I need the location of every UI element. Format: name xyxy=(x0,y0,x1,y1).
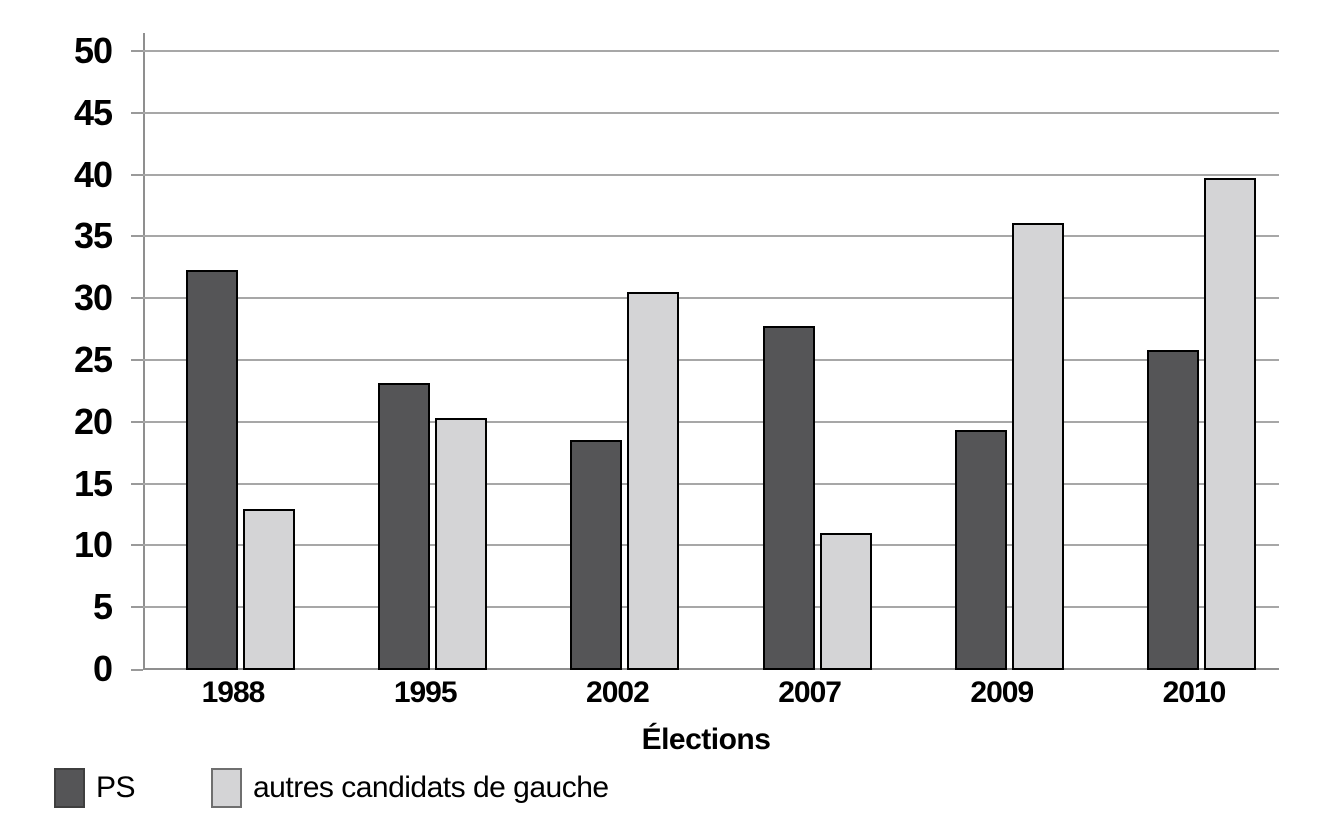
legend-item-ps: PS xyxy=(54,768,136,808)
bar-autres-2010 xyxy=(1204,178,1256,670)
plot-area: 0 5 10 15 20 25 30 35 40 45 50 1988 1995 2002 2007 2009… xyxy=(74,33,1279,709)
y-axis-label-40: 40 xyxy=(73,153,113,195)
x-axis-title: Élections xyxy=(641,723,771,756)
legend-label-autres: autres candidats de gauche xyxy=(253,771,609,804)
gridline-40 xyxy=(143,173,1279,176)
y-axis-label-0: 0 xyxy=(92,648,113,689)
y-axis-line xyxy=(143,33,145,670)
bar-ps-1988 xyxy=(186,270,238,670)
gridline-15 xyxy=(143,482,1279,485)
bar-ps-2007 xyxy=(762,326,815,670)
x-axis-label-1988: 1988 xyxy=(201,676,266,709)
y-axis-label-30: 30 xyxy=(73,277,113,319)
x-axis-label-2010: 2010 xyxy=(1162,676,1227,709)
bar-autres-2002 xyxy=(627,292,680,670)
y-tick-10 xyxy=(131,544,143,547)
x-axis-line xyxy=(143,668,1279,670)
x-axis-label-2007: 2007 xyxy=(778,676,842,709)
bar-autres-1995 xyxy=(435,418,488,670)
y-tick-35 xyxy=(131,235,143,238)
y-tick-40 xyxy=(131,173,143,176)
legend-label-ps: PS xyxy=(96,771,136,804)
gridline-20 xyxy=(143,420,1279,423)
y-tick-25 xyxy=(131,359,143,361)
y-axis-label-25: 25 xyxy=(73,339,113,380)
x-axis-label-2002: 2002 xyxy=(586,676,650,709)
bar-ps-2009 xyxy=(954,430,1007,670)
y-tick-20 xyxy=(131,420,143,423)
y-tick-50 xyxy=(131,50,143,52)
y-axis-label-50: 50 xyxy=(73,30,113,71)
bar-autres-1988 xyxy=(243,509,295,670)
y-axis-label-45: 45 xyxy=(73,91,113,133)
y-axis-label-5: 5 xyxy=(92,586,113,628)
gridline-45 xyxy=(143,111,1279,114)
bar-autres-2007 xyxy=(819,533,872,670)
y-axis-label-15: 15 xyxy=(73,462,113,504)
bar-autres-2009 xyxy=(1011,223,1064,670)
y-tick-45 xyxy=(131,111,143,114)
y-axis-label-20: 20 xyxy=(73,400,113,442)
y-axis-label-10: 10 xyxy=(73,524,113,566)
y-tick-15 xyxy=(131,482,143,485)
gridline-50 xyxy=(143,50,1279,52)
bar-ps-2010 xyxy=(1147,350,1199,670)
y-tick-0 xyxy=(131,669,143,671)
legend-item-autres: autres candidats de gauche xyxy=(211,768,609,808)
gridline-25 xyxy=(143,359,1279,361)
gridline-10 xyxy=(143,544,1279,547)
y-tick-30 xyxy=(131,297,143,300)
x-axis-label-1995: 1995 xyxy=(393,676,458,709)
gridline-5 xyxy=(143,606,1279,609)
legend-swatch-ps xyxy=(54,768,85,808)
bar-ps-2002 xyxy=(570,440,623,670)
legend-swatch-autres xyxy=(211,768,242,808)
y-axis-label-35: 35 xyxy=(73,215,113,257)
gridline-30 xyxy=(143,297,1279,300)
x-axis-label-2009: 2009 xyxy=(970,676,1034,709)
bar-ps-1995 xyxy=(378,383,431,670)
gridline-35 xyxy=(143,235,1279,238)
y-tick-5 xyxy=(131,606,143,609)
